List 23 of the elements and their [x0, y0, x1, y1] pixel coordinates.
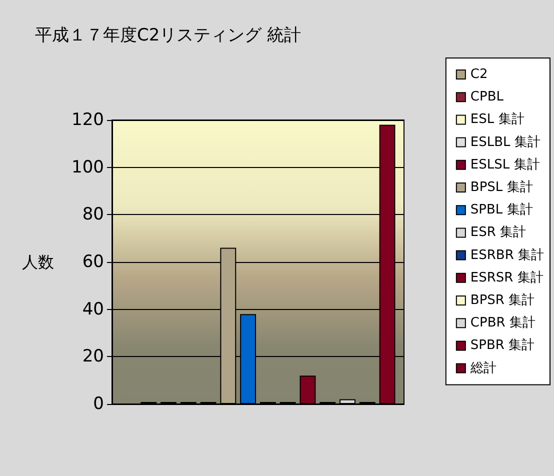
legend-label: BPSL 集計 — [470, 180, 533, 195]
y-tick-label: 80 — [82, 204, 104, 225]
legend-label: CPBR 集計 — [470, 316, 536, 331]
y-tick-label: 40 — [82, 299, 104, 320]
legend-label: SPBR 集計 — [470, 338, 535, 354]
y-axis-title: 人数 — [22, 252, 54, 272]
legend-label: BPSR 集計 — [470, 293, 535, 308]
y-tick-label: 20 — [82, 346, 104, 367]
legend-label: 総計 — [469, 360, 496, 376]
y-tick-label: 120 — [72, 110, 104, 130]
legend-label: ESRSR 集計 — [470, 270, 544, 286]
legend-label: SPBL 集計 — [470, 202, 533, 218]
legend-label: ESRBR 集計 — [470, 248, 544, 263]
y-tick-label: 100 — [72, 157, 104, 178]
legend-label: CPBL — [470, 90, 504, 105]
legend-label: ESL 集計 — [470, 112, 524, 128]
legend-label: ESLSL 集計 — [470, 157, 540, 172]
legend-label: ESR 集計 — [470, 225, 526, 240]
y-tick-label: 0 — [93, 394, 104, 414]
legend-label: C2 — [470, 67, 488, 82]
legend-label: ESLBL 集計 — [470, 134, 540, 150]
chart-title: 平成１７年度C2リスティング 統計 — [35, 26, 302, 46]
y-tick-label: 60 — [82, 252, 104, 272]
